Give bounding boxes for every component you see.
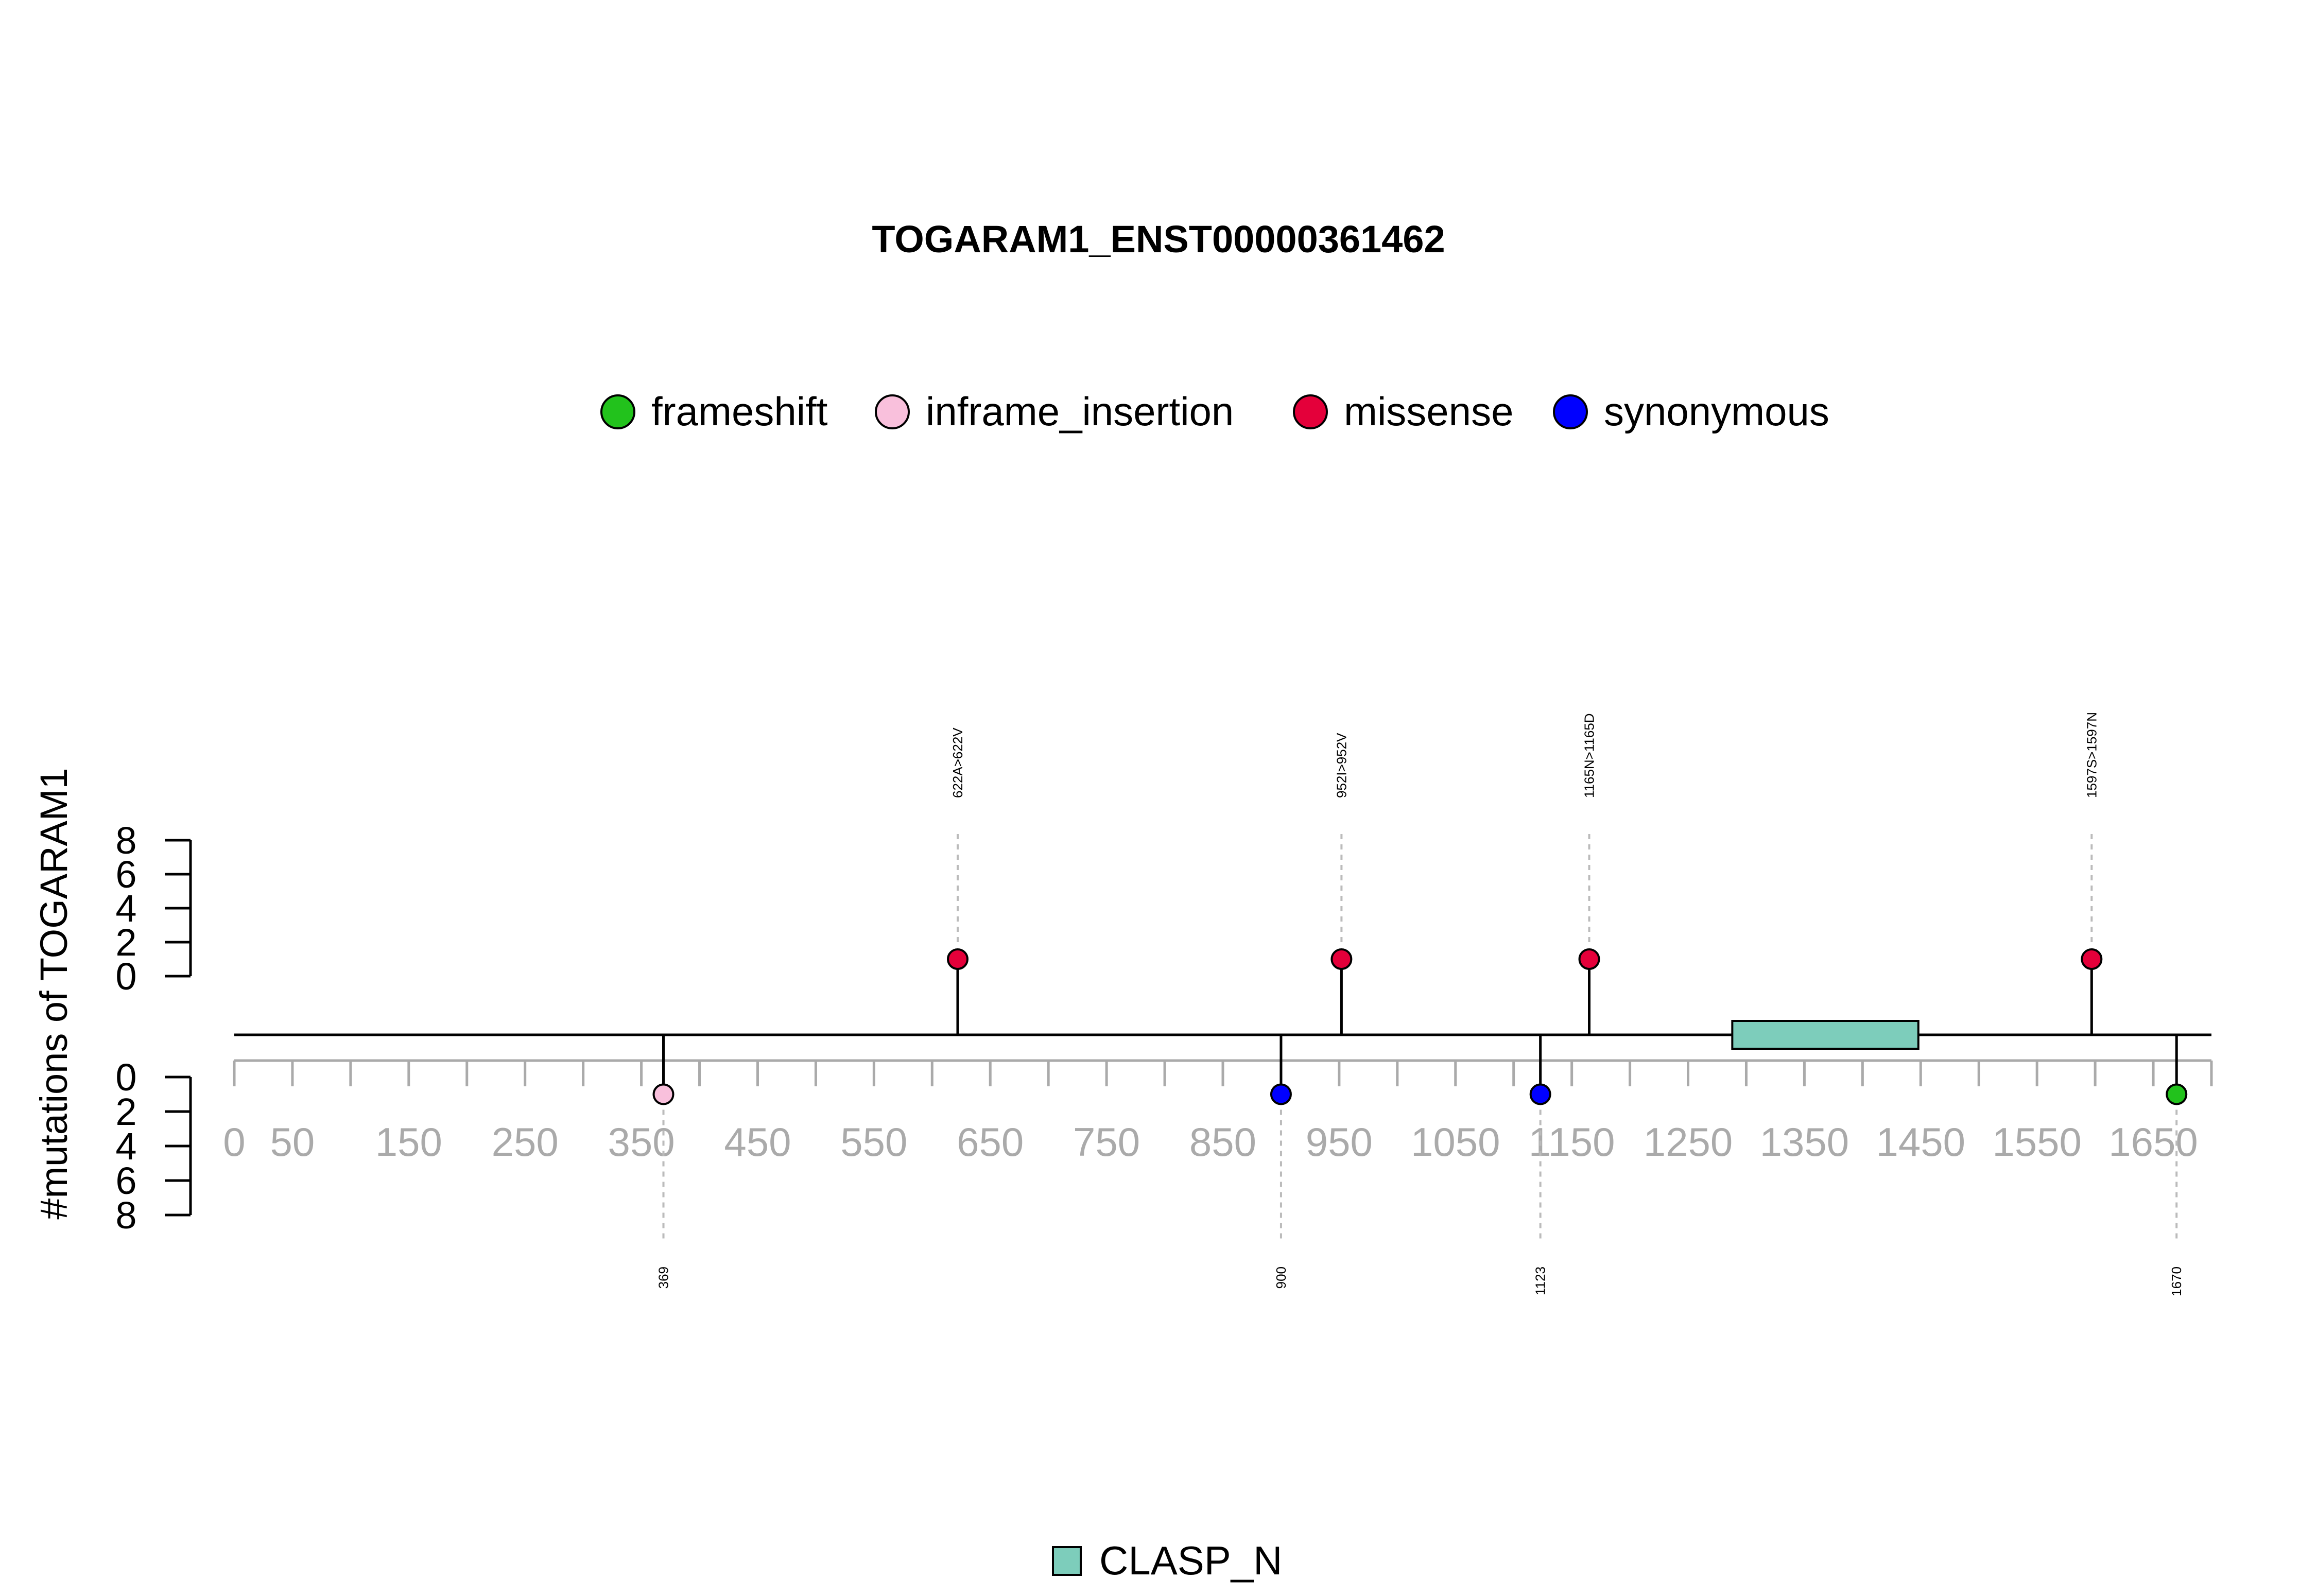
x-tick-label: 250 — [492, 1119, 559, 1165]
y-tick-label-upper: 8 — [115, 819, 136, 862]
domain-legend-swatch — [1052, 1546, 1082, 1576]
mutation-point-1123[interactable] — [1529, 1083, 1551, 1105]
mutation-marks: 622A>622V 952I>952V 1165N>1165D 1597S>1597N… — [652, 712, 2188, 1296]
x-tick-label: 850 — [1189, 1119, 1256, 1165]
x-tick-label: 550 — [840, 1119, 907, 1165]
legend-marker-synonymous — [1553, 394, 1588, 429]
mutation-legend: frameshift inframe_insertion missense synon… — [600, 389, 1829, 434]
x-tick-label: 1250 — [1644, 1119, 1733, 1165]
domain-legend-label: CLASP_N — [1099, 1538, 1283, 1583]
mutation-point-1165[interactable] — [1578, 948, 1600, 970]
domain-legend: CLASP_N — [1052, 1538, 1283, 1583]
x-tick-label: 1550 — [1992, 1119, 2082, 1165]
chart-title: TOGARAM1_ENST00000361462 — [872, 218, 1445, 261]
mutation-label-622: 622A>622V — [950, 727, 965, 798]
mutation-label-369: 369 — [656, 1267, 671, 1289]
domain-CLASP_N[interactable] — [1731, 1020, 1920, 1050]
legend-marker-frameshift — [600, 394, 635, 429]
legend-marker-missense — [1293, 394, 1328, 429]
x-tick-label: 1350 — [1760, 1119, 1849, 1165]
legend-label-synonymous: synonymous — [1604, 389, 1829, 434]
x-tick-label: 450 — [724, 1119, 791, 1165]
mutation-point-1670[interactable] — [2166, 1083, 2188, 1105]
x-tick-label: 1150 — [1529, 1119, 1615, 1165]
mutation-point-952[interactable] — [1330, 948, 1353, 970]
x-tick-label: 1050 — [1411, 1119, 1500, 1165]
mutation-label-900: 900 — [1273, 1267, 1289, 1289]
x-tick-label: 0 — [223, 1119, 245, 1165]
mutation-label-1670: 1670 — [2169, 1267, 2184, 1296]
mutation-point-369[interactable] — [652, 1083, 675, 1105]
y-tick-label-lower: 0 — [115, 1056, 136, 1099]
legend-label-missense: missense — [1344, 389, 1513, 434]
legend-label-inframe_insertion: inframe_insertion — [926, 389, 1234, 434]
axes: 0 50 150 250 350 450 550 650 750 850 950 1050 1150 12… — [32, 768, 2213, 1237]
legend-marker-inframe_insertion — [875, 394, 910, 429]
y-tick-label-upper: 4 — [115, 887, 136, 930]
y-axis-label: #mutations of TOGARAM1 — [32, 768, 75, 1219]
x-tick-label: 50 — [270, 1119, 315, 1165]
y-tick-label-upper: 2 — [115, 921, 136, 964]
mutation-label-952: 952I>952V — [1334, 733, 1349, 798]
mutation-label-1597: 1597S>1597N — [2084, 712, 2099, 798]
x-tick-label: 750 — [1073, 1119, 1140, 1165]
mutation-point-1597[interactable] — [2081, 948, 2103, 970]
mutation-label-1165: 1165N>1165D — [1582, 713, 1597, 798]
y-tick-label-lower: 8 — [115, 1194, 136, 1237]
mutation-point-900[interactable] — [1270, 1083, 1292, 1105]
x-tick-label: 1450 — [1876, 1119, 1966, 1165]
mutation-point-622[interactable] — [946, 948, 969, 970]
x-tick-label: 950 — [1306, 1119, 1373, 1165]
x-tick-label: 350 — [608, 1119, 675, 1165]
y-tick-label-lower: 4 — [115, 1125, 136, 1168]
mutation-label-1123: 1123 — [1533, 1267, 1548, 1295]
y-tick-label-upper: 6 — [115, 853, 136, 896]
y-tick-label-upper: 0 — [115, 955, 136, 998]
legend-label-frameshift: frameshift — [651, 389, 828, 434]
x-tick-label: 1650 — [2108, 1119, 2198, 1165]
y-tick-label-lower: 6 — [115, 1159, 136, 1202]
y-tick-label-lower: 2 — [115, 1090, 136, 1133]
x-tick-label: 650 — [957, 1119, 1024, 1165]
x-tick-label: 150 — [375, 1119, 442, 1165]
